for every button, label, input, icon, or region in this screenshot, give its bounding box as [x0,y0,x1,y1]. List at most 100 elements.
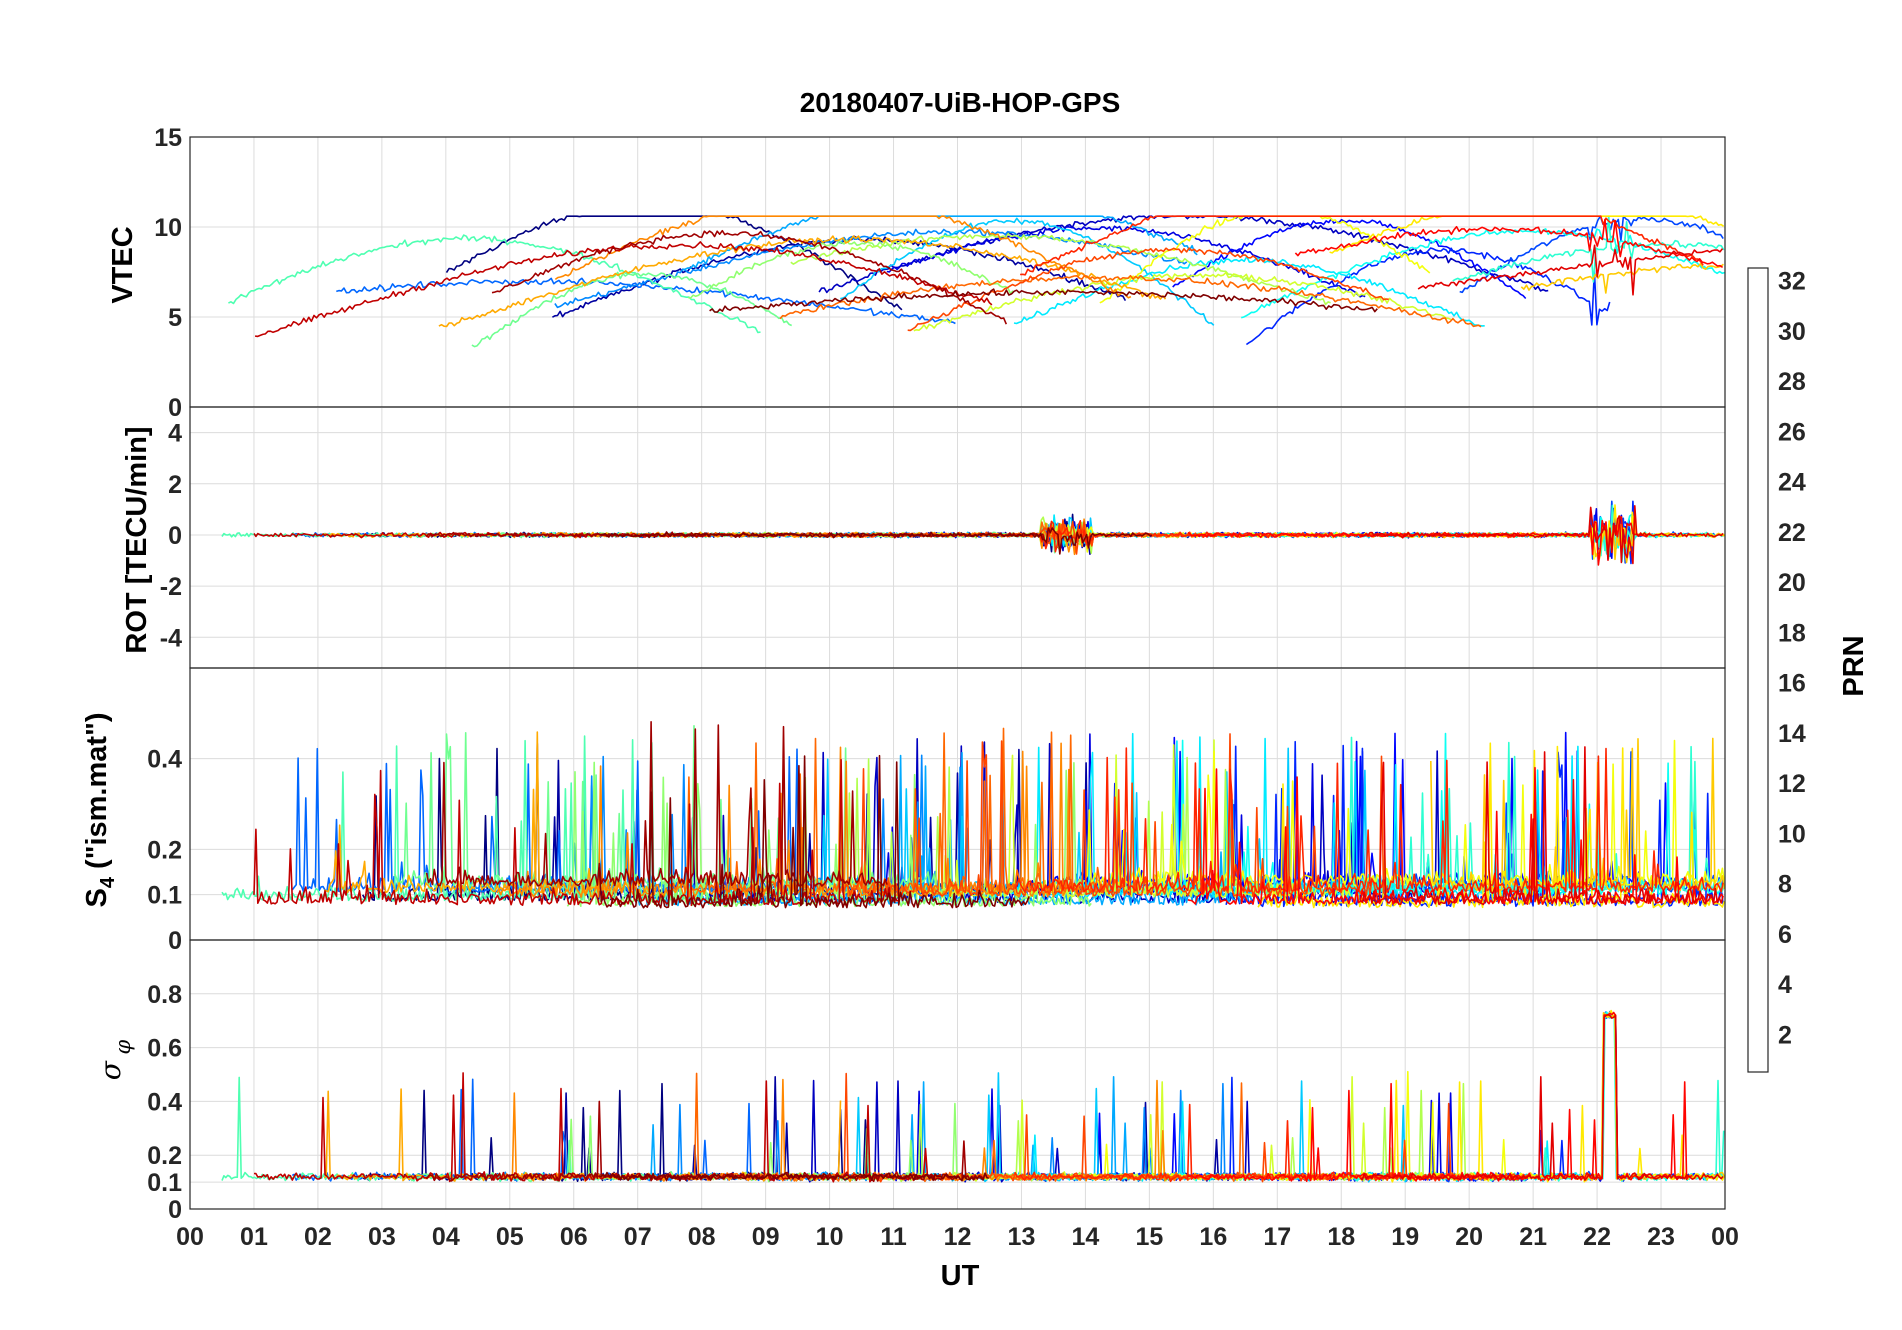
y-tick-label: 0.1 [147,882,182,910]
prn-series [1084,526,1595,560]
x-tick-label: 12 [944,1223,972,1251]
x-tick-label: 14 [1072,1223,1100,1251]
prn-series [913,271,1452,332]
x-tick-label: 17 [1263,1223,1291,1251]
prn-series [1257,1009,1726,1183]
prn-series [1327,1013,1725,1183]
x-tick-label: 04 [432,1223,460,1251]
colorbar-tick-label: 30 [1778,318,1806,346]
colorbar-tick-label: 32 [1778,268,1806,296]
x-tick-label: 23 [1647,1223,1675,1251]
prn-series [779,274,1482,328]
prn-series [362,1082,905,1182]
prn-series [445,215,903,311]
colorbar-tick-label: 8 [1778,871,1792,899]
y-tick-label: 0.2 [147,1142,182,1170]
y-tick-label: 0.8 [147,981,182,1009]
prn-series [682,215,1198,271]
x-tick-label: 20 [1455,1223,1483,1251]
y-tick-label: 0.6 [147,1035,182,1063]
chart-title: 20180407-UiB-HOP-GPS [800,87,1121,118]
prn-series [687,239,1014,299]
colorbar-tick-label: 20 [1778,569,1806,597]
prn-series [1245,247,1611,346]
vtec-panel: 0 5 10 15 [154,124,1726,422]
y-tick-label: 0.1 [147,1169,182,1197]
prn-series [394,520,1126,554]
prn-series [1520,263,1724,294]
prn-series [1187,516,1651,566]
svg-text:σ φ: σ φ [94,1039,135,1080]
x-tick-label: 07 [624,1223,652,1251]
prn-series [1359,746,1724,906]
prn-series [1294,218,1724,269]
rot-panel: -4 -2 0 2 4 [160,406,1726,669]
x-tick-label: 09 [752,1223,780,1251]
x-tick-label: 03 [368,1223,396,1251]
prn-series [790,232,1331,306]
x-tick-label: 15 [1135,1223,1163,1251]
prn-series [841,733,1389,897]
prn-series [438,235,1167,328]
colorbar-label: PRN [1838,635,1870,696]
y-tick-label: 2 [168,471,182,499]
rot-ylabel: ROT [TECU/min] [121,426,153,653]
prn-series [566,1102,1029,1183]
x-tick-label: 08 [688,1223,716,1251]
prn-series [1398,500,1724,564]
prn-series [840,217,1215,326]
colorbar-tick-label: 6 [1778,921,1792,949]
x-tick-label: 19 [1391,1223,1419,1251]
s4-panel: 0 0.1 0.2 0.4 [147,667,1726,955]
x-tick-label: 00 [1711,1223,1739,1251]
colorbar-tick-label: 24 [1778,469,1806,497]
vtec-ylabel: VTEC [107,226,139,303]
prn-series [810,516,1485,546]
x-tick-label: 18 [1327,1223,1355,1251]
prn-series [1020,215,1704,276]
colorbar-tick-label: 4 [1778,971,1792,999]
prn-series [1327,504,1725,559]
x-tick-label: 02 [304,1223,332,1251]
y-tick-label: 10 [154,214,182,242]
y-tick-label: 0.4 [147,1088,182,1116]
prn-series [291,1078,789,1182]
prn-series [554,215,1132,299]
x-tick-label: 16 [1199,1223,1227,1251]
prn-series [598,1171,990,1182]
colorbar-tick-label: 26 [1778,418,1806,446]
x-tick-label: 22 [1583,1223,1611,1251]
prn-series [228,234,761,334]
x-tick-label: 21 [1519,1223,1547,1251]
s4-ylabel: S4 ("ism.mat") [81,713,119,908]
prn-series [1155,513,1724,563]
prn-series [708,1079,1404,1183]
y-tick-label: 5 [168,304,182,332]
prn-series [471,271,793,348]
colorbar-tick-label: 28 [1778,368,1806,396]
y-tick-label: 0 [168,927,182,955]
y-tick-label: -4 [160,624,182,652]
y-tick-label: 0.4 [147,746,182,774]
prn-series [336,277,956,325]
prn-series [907,247,1389,332]
prn-series [221,1076,645,1183]
prn-series [221,735,795,902]
prn-series [1014,747,1724,893]
prn-series [1430,516,1725,564]
x-tick-label: 10 [816,1223,844,1251]
colorbar-tick-label: 2 [1778,1021,1792,1049]
prn-series [496,742,1083,898]
y-tick-label: -2 [160,573,182,601]
sigma-phi-panel: 00.10.2 0.4 0.6 0.8 [147,939,1726,1224]
colorbar-tick-label: 10 [1778,820,1806,848]
colorbar-tick-label: 18 [1778,619,1806,647]
colorbar-tick-label: 16 [1778,670,1806,698]
y-tick-label: 15 [154,124,182,152]
prn-series [709,288,1378,313]
prn-series [599,527,1153,555]
prn-series [1417,244,1724,296]
prn-series [1359,1014,1724,1181]
x-tick-label: 06 [560,1223,588,1251]
